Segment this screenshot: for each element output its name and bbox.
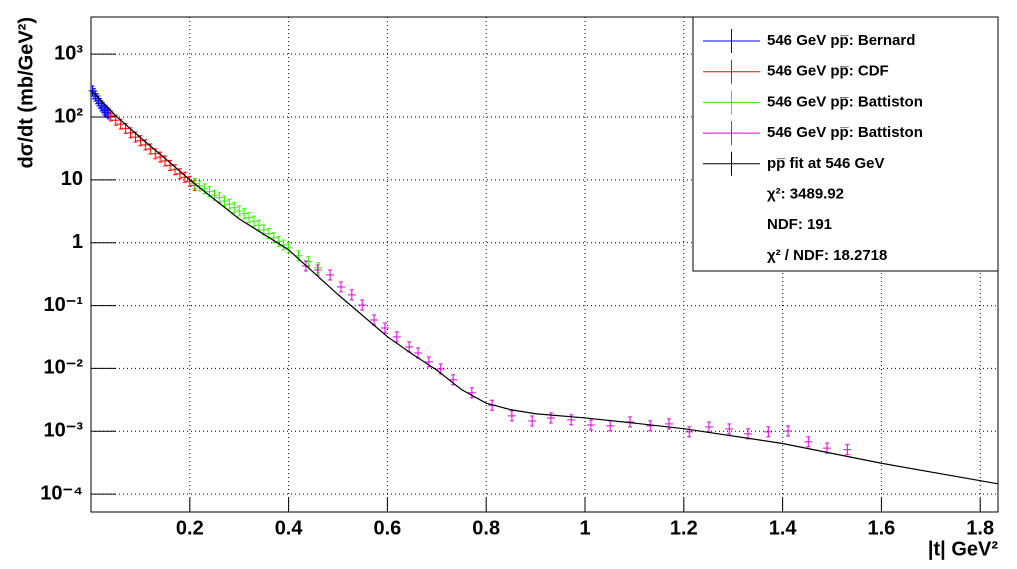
legend-note: NDF: 191 <box>767 216 832 233</box>
data-point <box>245 212 254 224</box>
data-point <box>230 202 239 214</box>
fit-line <box>90 89 999 485</box>
data-point <box>725 423 734 435</box>
data-point <box>106 110 115 122</box>
y-tick-label: 1 <box>72 231 83 253</box>
data-point <box>326 269 335 281</box>
data-point <box>705 421 714 433</box>
data-point <box>347 289 356 301</box>
data-point <box>210 189 219 201</box>
data-point <box>175 168 184 180</box>
legend-label: 546 GeV pp̅: Bernard <box>767 32 915 49</box>
legend-label: 546 GeV pp̅: CDF <box>767 63 889 80</box>
data-point <box>764 426 773 438</box>
data-point <box>606 420 615 432</box>
x-tick-label: 1.4 <box>769 517 798 539</box>
y-tick-label: 10⁻² <box>44 357 84 379</box>
legend-label: 546 GeV pp̅: Battiston <box>767 124 923 141</box>
x-axis-title: |t| GeV² <box>928 538 998 560</box>
data-point <box>225 198 234 210</box>
data-point <box>195 180 204 192</box>
legend-label: pp̅ fit at 546 GeV <box>767 155 885 172</box>
data-point <box>240 208 249 220</box>
data-point <box>804 436 813 448</box>
data-point <box>646 420 655 432</box>
x-tick-label: 0.6 <box>373 517 401 539</box>
x-tick-label: 0.8 <box>472 517 500 539</box>
data-point <box>358 299 367 311</box>
data-point <box>685 426 694 438</box>
y-tick-label: 10⁻¹ <box>44 294 84 316</box>
x-tick-label: 1 <box>579 517 590 539</box>
data-point <box>843 444 852 456</box>
legend-note: χ²: 3489.92 <box>767 185 844 202</box>
data-point <box>528 415 537 427</box>
x-tick-label: 1.6 <box>868 517 896 539</box>
y-tick-label: 10² <box>54 105 83 127</box>
data-point <box>235 205 244 217</box>
y-tick-label: 10³ <box>54 42 83 64</box>
data-point <box>180 171 189 183</box>
data-point <box>507 410 516 422</box>
data-point <box>392 331 401 343</box>
data-point <box>111 114 120 126</box>
data-point <box>250 215 259 227</box>
y-tick-label: 10⁻⁴ <box>40 482 83 504</box>
y-tick-label: 10 <box>61 168 83 190</box>
x-tick-label: 1.2 <box>670 517 698 539</box>
x-tick-label: 1.8 <box>966 517 994 539</box>
legend-box <box>692 16 999 272</box>
data-point <box>467 387 476 399</box>
legend-label: 546 GeV pp̅: Battiston <box>767 93 923 110</box>
data-point <box>784 425 793 437</box>
data-point <box>336 281 345 293</box>
data-point <box>254 219 263 231</box>
data-point <box>586 419 595 431</box>
legend-note: χ² / NDF: 18.2718 <box>767 247 887 264</box>
x-tick-label: 0.4 <box>275 517 304 539</box>
x-tick-label: 0.2 <box>176 517 204 539</box>
y-axis-title: dσ/dt (mb/GeV²) <box>15 17 37 168</box>
y-tick-label: 10⁻³ <box>44 420 84 442</box>
